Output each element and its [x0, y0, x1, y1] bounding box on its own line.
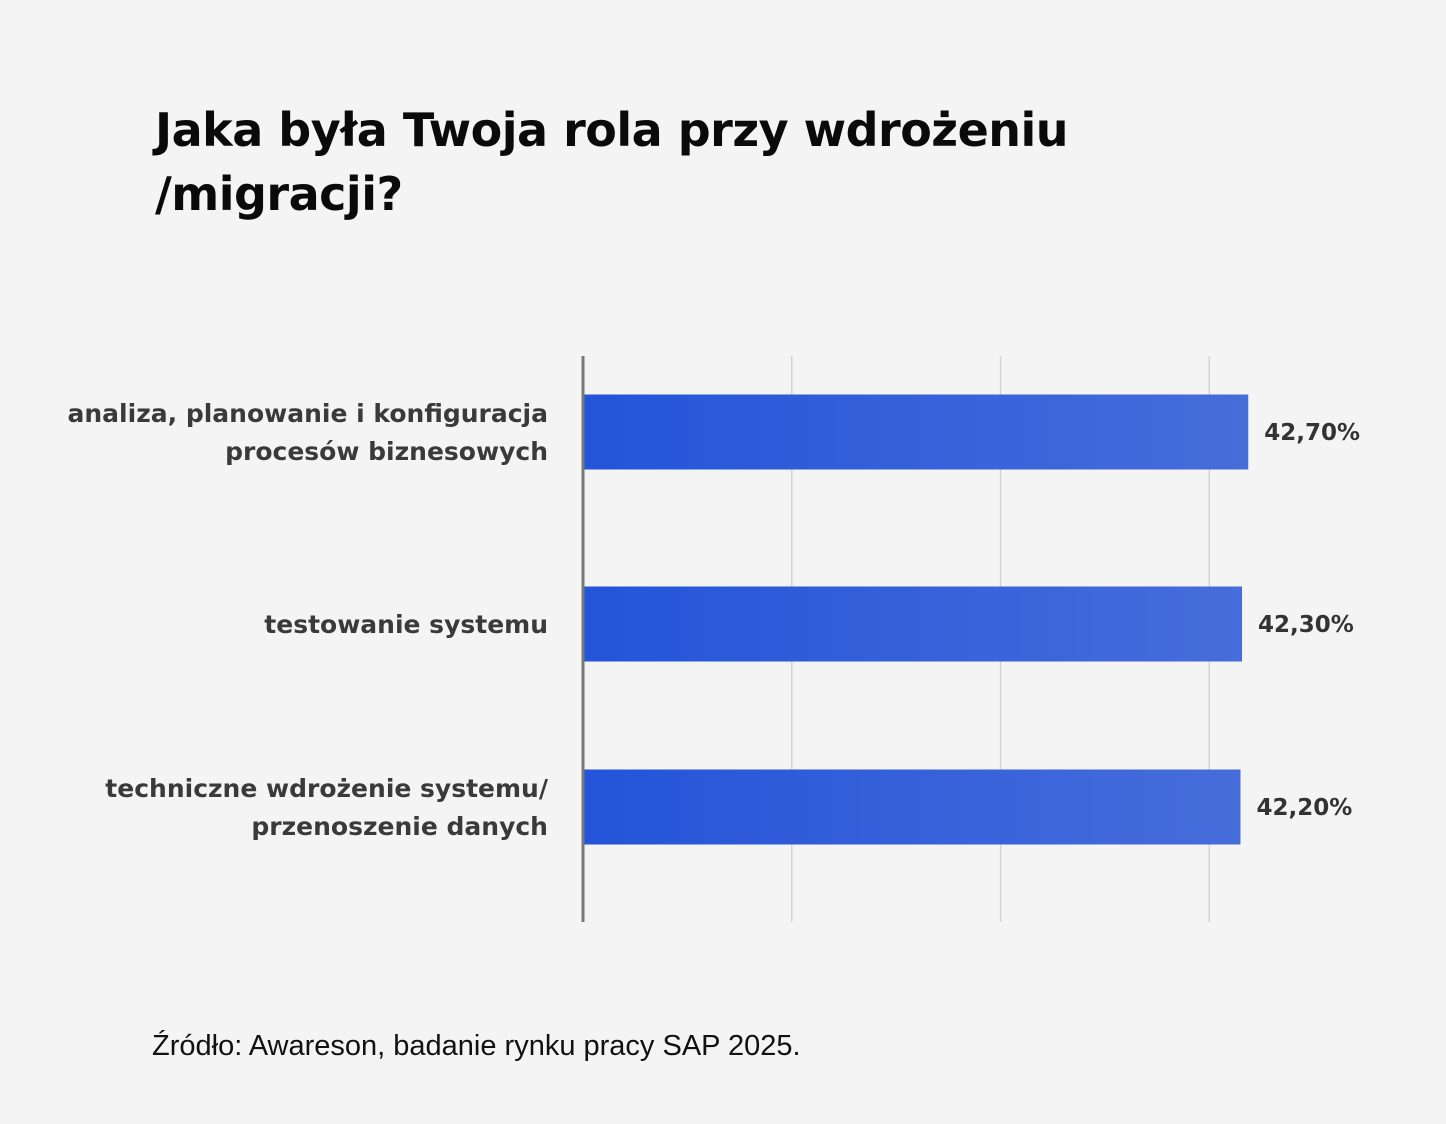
category-label: testowanie systemu [264, 610, 548, 639]
bars [583, 394, 1249, 845]
bar [583, 769, 1241, 845]
value-label: 42,20% [1256, 795, 1352, 821]
chart-title: Jaka była Twoja rola przy wdrożeniu /mig… [155, 103, 1069, 221]
category-label: techniczne wdrożenie systemu/ [105, 774, 549, 803]
value-label: 42,70% [1264, 420, 1360, 446]
value-labels: 42,70% 42,30% 42,20% [1256, 420, 1360, 821]
source-note: Źródło: Awareson, badanie rynku pracy SA… [152, 1030, 801, 1062]
bar [583, 586, 1243, 662]
value-label: 42,30% [1258, 612, 1354, 638]
category-label: analiza, planowanie i konfiguracja [68, 399, 548, 428]
bar [583, 394, 1249, 470]
category-labels: analiza, planowanie i konfiguracja proces… [68, 399, 549, 841]
category-label: procesów biznesowych [225, 437, 548, 466]
category-label: przenoszenie danych [251, 812, 548, 841]
